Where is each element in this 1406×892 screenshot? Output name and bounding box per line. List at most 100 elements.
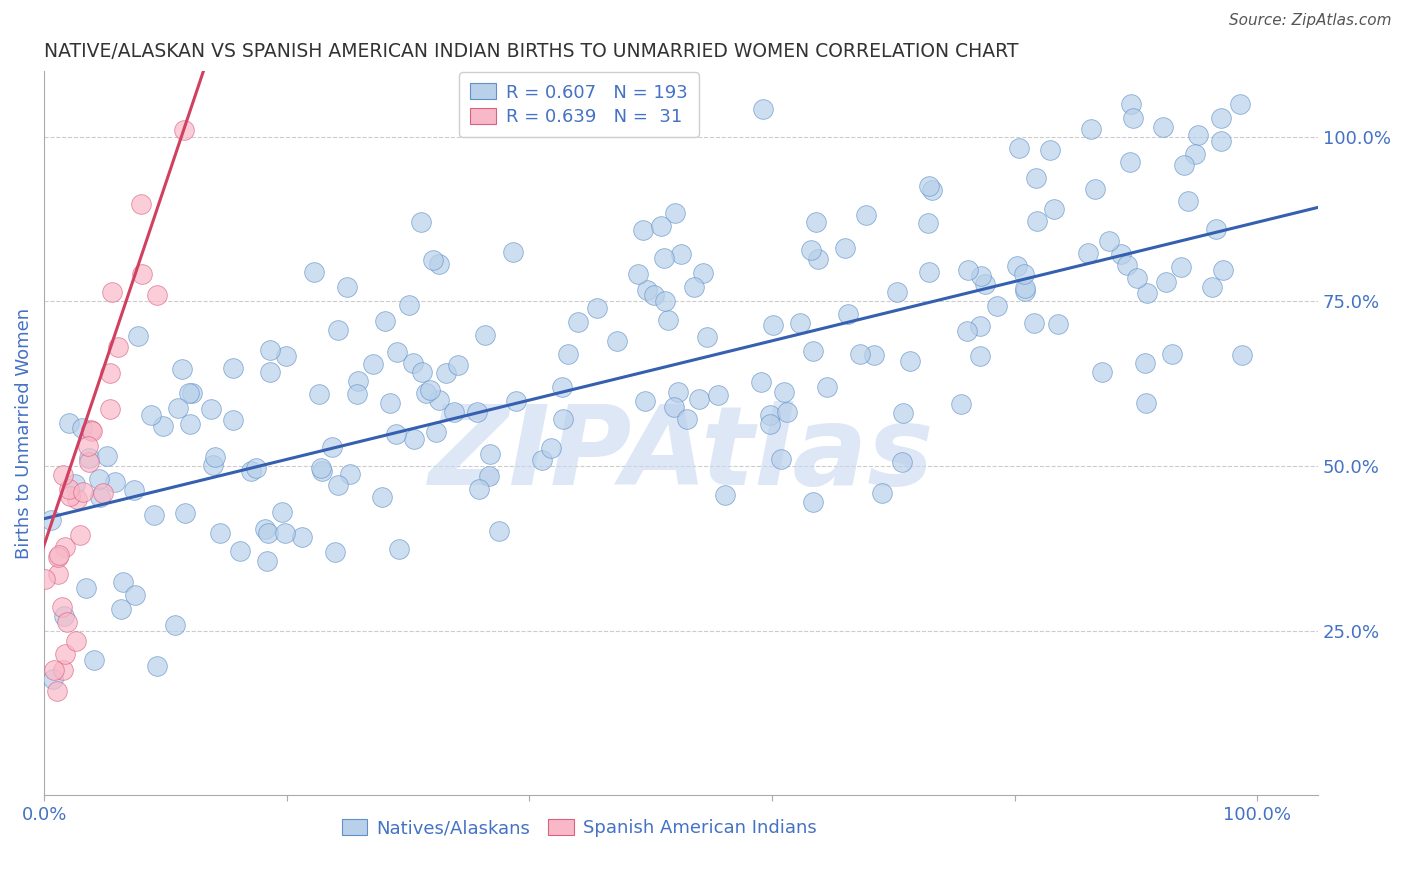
Point <box>488 524 510 538</box>
Point <box>347 374 370 388</box>
Point <box>402 432 425 446</box>
Point <box>1012 267 1035 281</box>
Point <box>770 452 793 467</box>
Point <box>890 455 912 469</box>
Point <box>505 394 527 409</box>
Point <box>87 472 110 486</box>
Point <box>91 486 114 500</box>
Point <box>1109 247 1132 261</box>
Point <box>789 316 811 330</box>
Point <box>447 358 470 372</box>
Point <box>77 450 100 465</box>
Point <box>696 330 718 344</box>
Point <box>1046 317 1069 331</box>
Point <box>917 216 939 230</box>
Point <box>65 634 87 648</box>
Point <box>863 347 886 361</box>
Point <box>1135 395 1157 409</box>
Point <box>76 439 98 453</box>
Point <box>256 554 278 568</box>
Point <box>291 531 314 545</box>
Point <box>131 267 153 281</box>
Point <box>146 287 169 301</box>
Point <box>398 298 420 312</box>
Point <box>1177 194 1199 209</box>
Point <box>124 588 146 602</box>
Point <box>1161 347 1184 361</box>
Point <box>141 408 163 422</box>
Point <box>378 396 401 410</box>
Point <box>688 392 710 406</box>
Point <box>415 386 437 401</box>
Point <box>259 365 281 379</box>
Point <box>202 458 225 472</box>
Point <box>465 405 488 419</box>
Point <box>89 490 111 504</box>
Point <box>103 475 125 489</box>
Point <box>468 482 491 496</box>
Point <box>551 412 574 426</box>
Point <box>69 528 91 542</box>
Point <box>531 452 554 467</box>
Y-axis label: Births to Unmarried Women: Births to Unmarried Women <box>15 308 32 558</box>
Point <box>1136 285 1159 300</box>
Point <box>692 266 714 280</box>
Legend: Natives/Alaskans, Spanish American Indians: Natives/Alaskans, Spanish American India… <box>335 812 824 845</box>
Point <box>387 344 409 359</box>
Point <box>772 384 794 399</box>
Point <box>969 318 991 333</box>
Point <box>1084 182 1107 196</box>
Point <box>271 505 294 519</box>
Point <box>606 334 628 348</box>
Point <box>714 488 737 502</box>
Point <box>918 178 941 193</box>
Text: Source: ZipAtlas.com: Source: ZipAtlas.com <box>1229 13 1392 29</box>
Point <box>55 648 77 662</box>
Point <box>371 490 394 504</box>
Point <box>848 347 870 361</box>
Point <box>101 285 124 300</box>
Point <box>427 393 450 408</box>
Point <box>759 409 782 423</box>
Point <box>986 300 1008 314</box>
Point <box>51 599 73 614</box>
Point <box>1170 260 1192 275</box>
Point <box>321 440 343 454</box>
Point <box>683 279 706 293</box>
Point <box>59 489 82 503</box>
Point <box>200 402 222 417</box>
Point <box>181 386 204 401</box>
Point <box>80 423 103 437</box>
Point <box>402 355 425 369</box>
Point <box>52 663 75 677</box>
Point <box>669 247 692 261</box>
Point <box>63 477 86 491</box>
Point <box>98 366 121 380</box>
Point <box>411 365 433 379</box>
Point <box>834 241 856 255</box>
Point <box>1007 259 1029 273</box>
Point <box>898 354 921 368</box>
Point <box>837 307 859 321</box>
Point <box>173 123 195 137</box>
Point <box>142 508 165 522</box>
Point <box>1212 263 1234 277</box>
Point <box>707 388 730 402</box>
Point <box>1209 134 1232 148</box>
Point <box>636 283 658 297</box>
Point <box>643 287 665 301</box>
Point <box>957 263 980 277</box>
Point <box>253 522 276 536</box>
Point <box>557 347 579 361</box>
Point <box>152 419 174 434</box>
Point <box>921 183 943 197</box>
Point <box>110 601 132 615</box>
Point <box>96 449 118 463</box>
Point <box>434 367 457 381</box>
Point <box>72 485 94 500</box>
Point <box>749 375 772 389</box>
Point <box>112 574 135 589</box>
Point <box>179 386 201 401</box>
Point <box>98 401 121 416</box>
Point <box>107 340 129 354</box>
